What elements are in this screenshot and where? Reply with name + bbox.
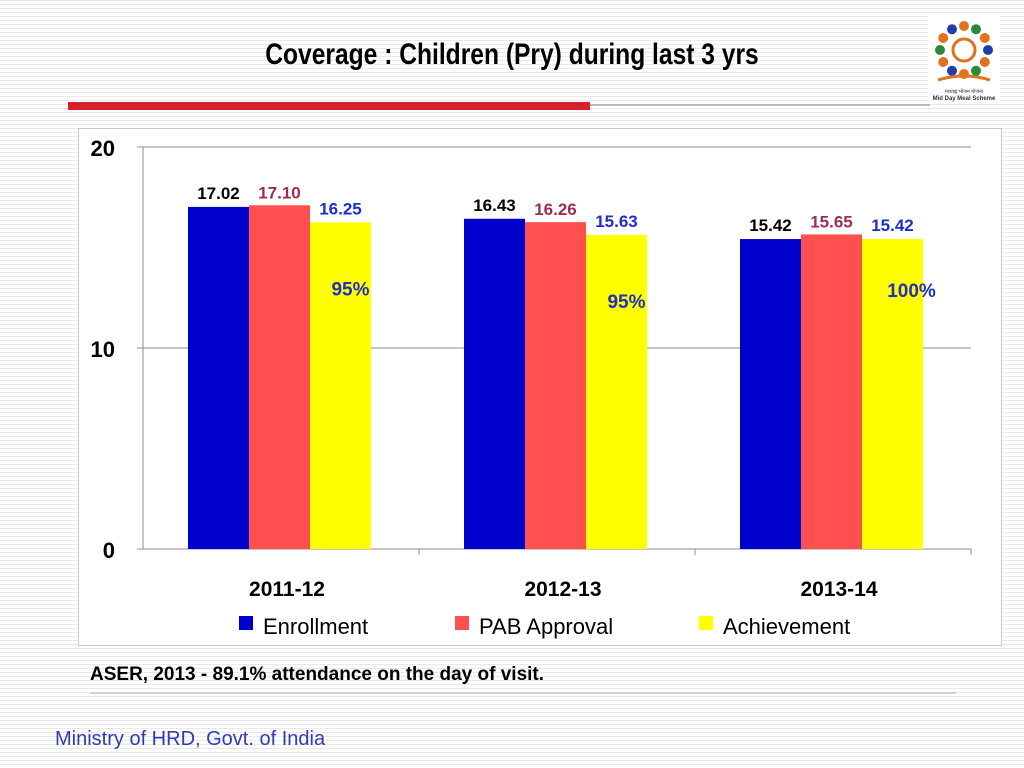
legend-label-achievement: Achievement [723, 614, 850, 639]
y-tick-label: 20 [91, 136, 115, 161]
bar-achievement [862, 239, 923, 550]
bar-enrollment [464, 218, 525, 549]
footer-text: Ministry of HRD, Govt. of India [55, 728, 326, 750]
achievement-percent-label: 100% [887, 281, 936, 302]
achievement-percent-label: 95% [607, 292, 645, 313]
title-underline [68, 102, 590, 110]
legend-swatch-achievement [699, 616, 713, 630]
y-tick-label: 10 [91, 337, 115, 362]
logo-book [937, 74, 991, 82]
logo-figure [971, 24, 981, 35]
x-tick-label: 2011-12 [249, 578, 325, 601]
achievement-percent-label: 95% [331, 279, 369, 300]
people-circle-logo-icon [935, 21, 993, 82]
logo-figure [979, 33, 990, 43]
aser-note: ASER, 2013 - 89.1% attendance on the day… [90, 664, 545, 685]
mid-day-meal-logo: मध्याह्न भोजन योजना Mid Day Meal Scheme [928, 16, 1000, 104]
page-title: Coverage : Children (Pry) during last 3 … [265, 38, 759, 71]
logo-hindi-text: मध्याह्न भोजन योजना [944, 89, 984, 95]
logo-figure [935, 45, 945, 55]
legend-swatch-enrollment [239, 616, 253, 630]
logo-figure [983, 45, 993, 55]
logo-english-text: Mid Day Meal Scheme [932, 96, 996, 102]
bar-pab-approval [525, 222, 586, 549]
data-label-achievement: 15.63 [595, 212, 638, 231]
logo-figure [959, 21, 969, 31]
data-label-enrollment: 17.02 [197, 184, 240, 203]
x-tick-label: 2013-14 [800, 578, 877, 601]
logo-figure [947, 65, 957, 76]
legend-label-pab-approval: PAB Approval [479, 614, 613, 639]
bottom-rule [90, 692, 956, 694]
bar-pab-approval [801, 234, 862, 549]
data-label-pab-approval: 15.65 [810, 212, 853, 231]
logo-figure [971, 65, 981, 76]
logo-bowl [951, 37, 977, 63]
bar-chart: 01020No. of Children (in lakh)17.0217.10… [91, 136, 972, 639]
data-label-achievement: 15.42 [871, 216, 914, 235]
y-tick-label: 0 [103, 538, 115, 563]
data-label-pab-approval: 17.10 [258, 183, 301, 202]
bar-enrollment [188, 206, 249, 549]
data-label-pab-approval: 16.26 [534, 200, 577, 219]
bar-enrollment [740, 239, 801, 550]
bar-achievement [310, 222, 371, 549]
x-tick-label: 2012-13 [524, 578, 601, 601]
data-label-enrollment: 16.43 [473, 196, 516, 215]
data-label-enrollment: 15.42 [749, 216, 792, 235]
logo-figure [938, 33, 949, 43]
logo-figure [938, 57, 949, 67]
legend-label-enrollment: Enrollment [263, 614, 368, 639]
logo-figure [979, 57, 990, 67]
legend-swatch-pab-approval [455, 616, 469, 630]
bar-achievement [586, 234, 647, 549]
chart-panel: 01020No. of Children (in lakh)17.0217.10… [78, 128, 1002, 646]
data-label-achievement: 16.25 [319, 199, 362, 218]
logo-figure [947, 24, 957, 35]
title-rule [590, 104, 930, 106]
bar-pab-approval [249, 205, 310, 549]
